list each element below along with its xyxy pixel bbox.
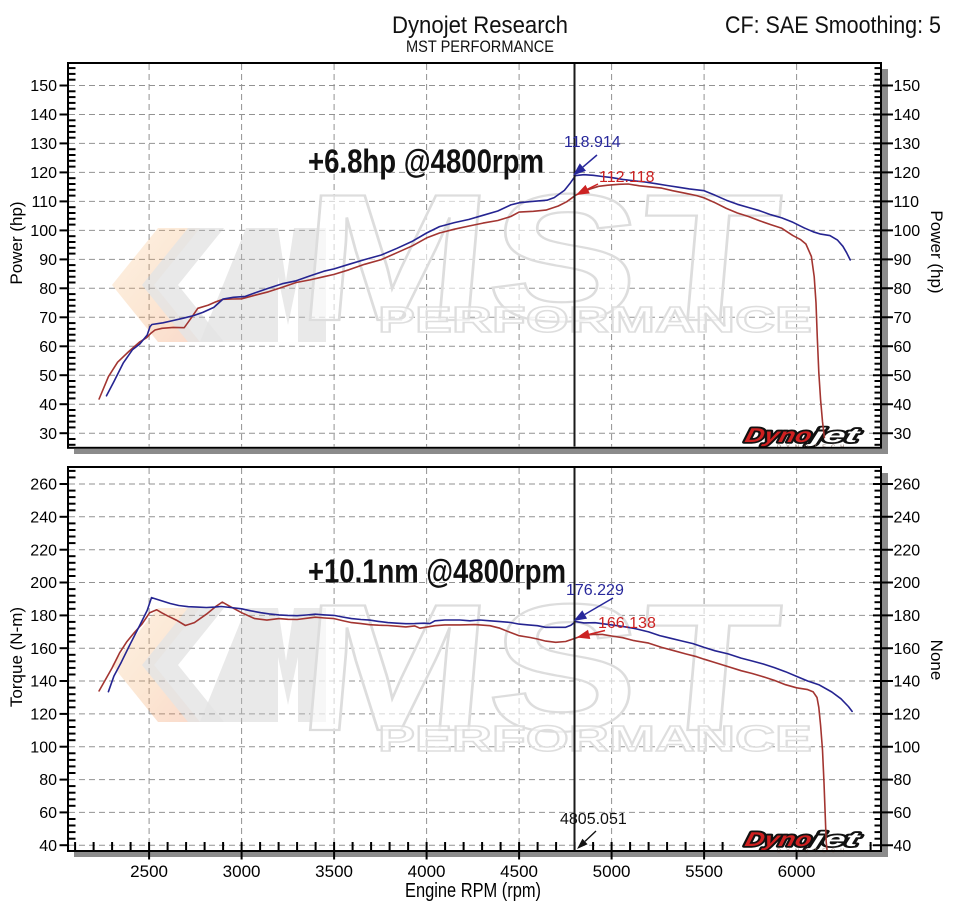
svg-text:CF: SAE Smoothing: 5: CF: SAE Smoothing: 5 — [725, 12, 941, 39]
svg-text:140: 140 — [30, 107, 57, 124]
svg-text:80: 80 — [894, 281, 912, 298]
svg-text:40: 40 — [894, 838, 912, 855]
svg-text:90: 90 — [894, 252, 912, 269]
svg-text:40: 40 — [894, 397, 912, 414]
svg-text:200: 200 — [30, 575, 57, 592]
svg-text:Power (hp): Power (hp) — [7, 201, 26, 284]
svg-text:40: 40 — [39, 838, 57, 855]
svg-text:100: 100 — [894, 739, 921, 756]
svg-text:60: 60 — [894, 805, 912, 822]
svg-text:150: 150 — [894, 78, 921, 95]
svg-text:220: 220 — [30, 542, 57, 559]
svg-text:40: 40 — [39, 397, 57, 414]
svg-text:220: 220 — [894, 542, 921, 559]
svg-text:60: 60 — [39, 339, 57, 356]
svg-text:Engine RPM (rpm): Engine RPM (rpm) — [405, 880, 541, 902]
svg-text:100: 100 — [894, 223, 921, 240]
svg-text:PERFORMANCE: PERFORMANCE — [378, 718, 812, 759]
svg-text:MST PERFORMANCE: MST PERFORMANCE — [406, 37, 554, 56]
svg-text:160: 160 — [30, 641, 57, 658]
svg-text:110: 110 — [31, 194, 57, 211]
svg-text:240: 240 — [894, 509, 921, 526]
svg-text:180: 180 — [894, 608, 921, 625]
svg-text:130: 130 — [30, 136, 57, 153]
svg-text:3000: 3000 — [223, 862, 261, 881]
svg-text:100: 100 — [30, 223, 57, 240]
svg-text:112.118: 112.118 — [599, 169, 655, 186]
svg-text:4805.051: 4805.051 — [560, 811, 627, 828]
svg-text:140: 140 — [894, 107, 921, 124]
svg-text:120: 120 — [894, 165, 921, 182]
svg-text:Torque (N-m): Torque (N-m) — [7, 607, 26, 707]
svg-text:Power (hp): Power (hp) — [927, 210, 946, 293]
svg-text:150: 150 — [30, 78, 57, 95]
svg-text:2500: 2500 — [130, 862, 168, 881]
svg-text:260: 260 — [30, 477, 57, 494]
svg-text:130: 130 — [894, 136, 921, 153]
svg-text:5500: 5500 — [685, 862, 723, 881]
svg-text:60: 60 — [894, 339, 912, 356]
svg-text:50: 50 — [39, 368, 57, 385]
svg-text:30: 30 — [894, 426, 912, 443]
svg-text:+10.1nm @4800rpm: +10.1nm @4800rpm — [308, 553, 566, 590]
svg-text:80: 80 — [39, 281, 57, 298]
svg-text:70: 70 — [894, 310, 912, 327]
svg-text:3500: 3500 — [315, 862, 353, 881]
svg-text:120: 120 — [30, 707, 57, 724]
svg-text:+6.8hp @4800rpm: +6.8hp @4800rpm — [308, 143, 544, 180]
svg-text:140: 140 — [894, 674, 921, 691]
svg-text:166.138: 166.138 — [598, 615, 656, 632]
svg-text:6000: 6000 — [778, 862, 816, 881]
svg-text:120: 120 — [894, 707, 921, 724]
svg-text:140: 140 — [30, 674, 57, 691]
svg-text:60: 60 — [39, 805, 57, 822]
svg-text:260: 260 — [894, 477, 921, 494]
svg-text:120: 120 — [30, 165, 57, 182]
svg-text:Dynojet Research: Dynojet Research — [392, 12, 568, 39]
svg-text:PERFORMANCE: PERFORMANCE — [378, 299, 812, 340]
svg-text:100: 100 — [30, 739, 57, 756]
svg-text:176.229: 176.229 — [566, 582, 624, 599]
svg-text:70: 70 — [39, 310, 57, 327]
svg-text:200: 200 — [894, 575, 921, 592]
svg-text:30: 30 — [39, 426, 57, 443]
svg-text:MST: MST — [292, 567, 788, 769]
svg-text:4000: 4000 — [408, 862, 446, 881]
svg-text:160: 160 — [894, 641, 921, 658]
svg-text:90: 90 — [39, 252, 57, 269]
svg-text:80: 80 — [894, 772, 912, 789]
svg-text:50: 50 — [894, 368, 912, 385]
svg-text:5000: 5000 — [593, 862, 631, 881]
svg-text:None: None — [927, 640, 946, 681]
svg-text:240: 240 — [30, 509, 57, 526]
svg-text:110: 110 — [894, 194, 920, 211]
svg-text:118.914: 118.914 — [564, 134, 621, 151]
svg-text:180: 180 — [30, 608, 57, 625]
svg-text:4500: 4500 — [500, 862, 538, 881]
svg-text:80: 80 — [39, 772, 57, 789]
